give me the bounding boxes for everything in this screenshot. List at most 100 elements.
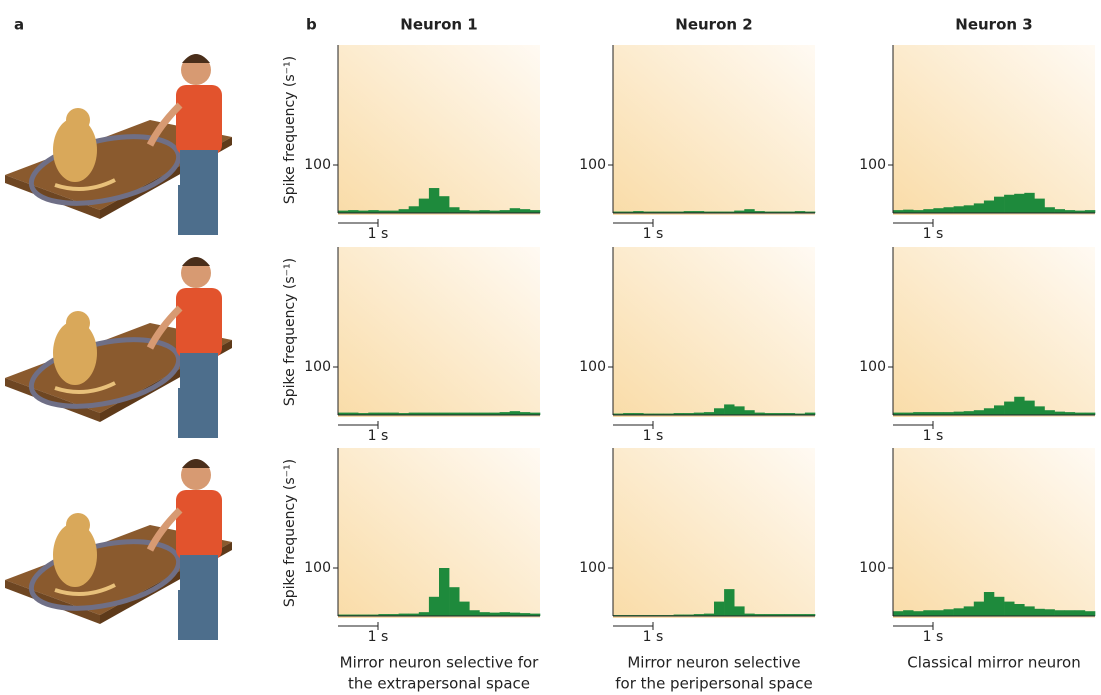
histogram-bar [633,413,644,415]
histogram-bar [1034,406,1045,415]
histogram-bar [794,413,806,415]
histogram-bar [428,596,440,616]
histogram-bar [744,209,755,213]
histogram-bar [368,210,379,213]
histogram-bar [398,413,409,415]
histogram-bar [489,612,500,616]
histogram-bar [923,209,934,213]
y-tick-label: 100 [859,157,886,173]
histogram-bar [804,211,816,213]
histogram-bar [774,614,785,616]
histogram-bar [1074,610,1086,616]
column-title: Neuron 3 [955,16,1032,34]
panel-background [338,247,540,417]
histogram-bar [714,211,725,213]
histogram-bar [643,211,654,213]
histogram-bar [1054,209,1065,213]
histogram-bar [1024,192,1035,213]
histogram-bar [358,210,369,213]
histogram-bar [734,210,745,213]
caption: Mirror neuron selective [627,654,800,672]
histogram-bar [469,210,480,213]
histogram-bar [784,614,796,616]
column-title: Neuron 1 [400,16,477,34]
histogram-bar [449,207,460,213]
histogram-bar [754,412,765,415]
histogram-bar [338,412,349,415]
panel-background [893,247,1095,417]
histogram-bar [1034,198,1045,213]
histogram-bar [703,412,715,415]
histogram-bar [623,211,634,213]
histogram-bar [893,611,904,616]
histogram-bar [994,596,1005,616]
histogram-bar [378,614,389,616]
histogram-bar [983,200,995,213]
histogram-bar [459,601,470,616]
histogram-bar [418,198,430,213]
histogram-bar [428,412,440,415]
illustration [5,257,232,438]
caption: Mirror neuron selective for [340,654,540,672]
y-tick-label: 100 [304,157,331,173]
histogram-bar [439,196,450,213]
histogram-bar [1014,193,1025,213]
histogram-bar [633,211,644,213]
histogram-bar [724,589,735,616]
histogram-bar [449,587,460,616]
scale-bar-label: 1 s [643,629,664,645]
histogram-bar [903,610,914,616]
histogram-bar [338,210,349,213]
histogram-bar [519,209,531,213]
histogram-bar [368,614,379,616]
scale-bar-label: 1 s [923,428,944,444]
histogram-bar [1064,210,1076,213]
histogram-bar [519,613,531,616]
histogram-bar [1044,609,1055,616]
histogram-bar [519,412,531,415]
histogram-bar [903,209,914,213]
histogram-bar [509,208,521,213]
histogram-bar [774,413,785,415]
histogram-bar [754,211,765,213]
histogram-bar [1004,194,1015,213]
histogram-bar [943,412,954,415]
histogram-bar [693,211,705,213]
scale-bar-label: 1 s [643,428,664,444]
histogram-bar [804,412,816,415]
histogram-bar [348,412,359,415]
histogram-bar [673,211,684,213]
histogram-bar [744,410,755,415]
histogram-bar [338,614,349,616]
histogram-bar [923,610,934,616]
histogram-bar [479,412,490,415]
histogram-bar [893,210,904,213]
histogram-bar [754,614,765,616]
histogram-bar [953,608,964,616]
histogram-bar [1084,611,1096,616]
histogram-bar [368,412,379,415]
scale-bar-label: 1 s [643,226,664,242]
histogram-bar [529,412,541,415]
histogram-bar [378,412,389,415]
histogram-bar [388,210,399,213]
histogram-bar [408,206,420,213]
histogram-bar [983,408,995,415]
y-axis-label: Spike frequency (s⁻¹) [282,258,298,406]
histogram-bar [764,413,775,415]
histogram-bar [1044,410,1055,415]
histogram-bar [693,412,705,415]
histogram-bar [703,613,715,616]
histogram-bar [744,613,755,616]
histogram-bar [439,412,450,415]
histogram-bar [469,412,480,415]
panel-background [613,448,815,618]
histogram-bar [714,601,725,616]
histogram-bar [623,413,634,415]
histogram-bar [784,413,796,415]
histogram-bar [724,211,735,213]
histogram-bar [943,609,954,616]
caption: the extrapersonal space [348,675,530,693]
scale-bar-label: 1 s [368,629,389,645]
